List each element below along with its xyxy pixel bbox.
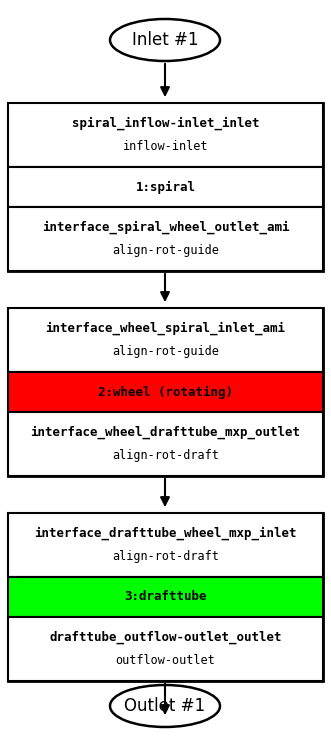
Bar <box>8 617 323 681</box>
Text: interface_wheel_drafttube_mxp_outlet: interface_wheel_drafttube_mxp_outlet <box>30 426 301 439</box>
Bar <box>8 372 323 412</box>
Text: 3:drafttube: 3:drafttube <box>124 591 207 603</box>
Text: 2:wheel (rotating): 2:wheel (rotating) <box>98 386 233 398</box>
Text: interface_spiral_wheel_outlet_ami: interface_spiral_wheel_outlet_ami <box>42 221 289 234</box>
Bar <box>8 513 323 681</box>
Text: interface_drafttube_wheel_mxp_inlet: interface_drafttube_wheel_mxp_inlet <box>34 527 297 540</box>
Bar <box>8 103 323 271</box>
Text: 1:spiral: 1:spiral <box>135 181 196 193</box>
Bar <box>8 207 323 271</box>
Bar <box>8 167 323 207</box>
Text: align-rot-draft: align-rot-draft <box>112 550 219 563</box>
Text: align-rot-draft: align-rot-draft <box>112 449 219 462</box>
Text: align-rot-guide: align-rot-guide <box>112 244 219 257</box>
Text: inflow-inlet: inflow-inlet <box>123 140 208 153</box>
Ellipse shape <box>110 685 220 727</box>
Bar <box>8 308 323 372</box>
Text: Inlet #1: Inlet #1 <box>132 31 198 49</box>
Bar <box>8 308 323 476</box>
Bar <box>8 103 323 167</box>
Text: spiral_inflow-inlet_inlet: spiral_inflow-inlet_inlet <box>72 117 259 130</box>
Text: drafttube_outflow-outlet_outlet: drafttube_outflow-outlet_outlet <box>49 631 282 644</box>
Ellipse shape <box>110 19 220 61</box>
Bar <box>8 412 323 476</box>
Text: outflow-outlet: outflow-outlet <box>116 654 215 667</box>
Text: align-rot-guide: align-rot-guide <box>112 345 219 358</box>
Text: interface_wheel_spiral_inlet_ami: interface_wheel_spiral_inlet_ami <box>45 322 286 335</box>
Bar <box>8 577 323 617</box>
Text: Outlet #1: Outlet #1 <box>124 697 206 715</box>
Bar <box>8 513 323 577</box>
